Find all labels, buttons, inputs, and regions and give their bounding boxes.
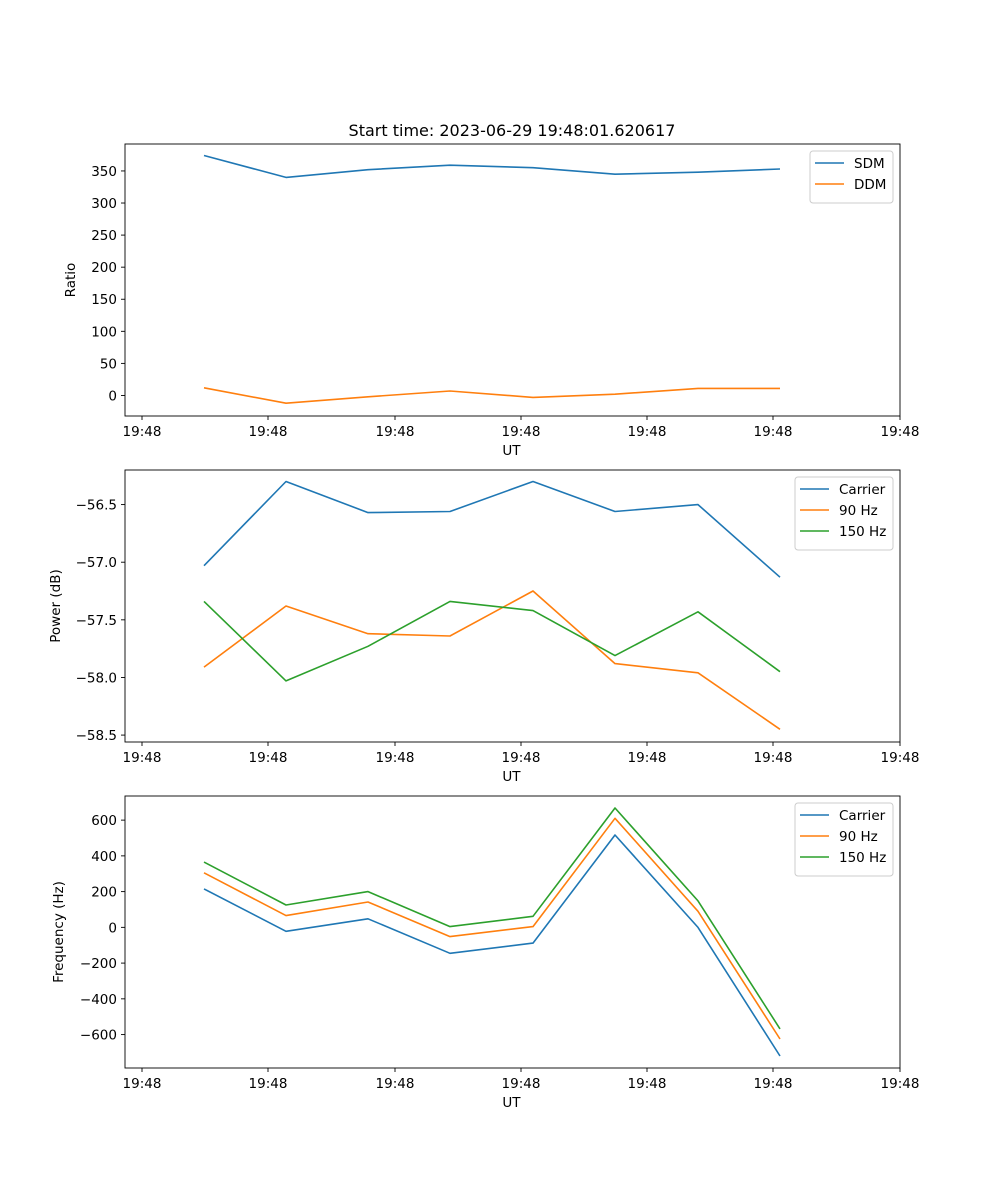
x-tick-label: 19:48: [881, 424, 920, 440]
x-tick-label: 19:48: [123, 750, 162, 766]
legend-box: [809, 150, 894, 204]
series-line-carrier: [203, 480, 781, 578]
y-tick-label: 300: [91, 196, 117, 212]
x-tick-label: 19:48: [628, 750, 667, 766]
x-axis-label: UT: [502, 1095, 521, 1111]
chart-panel-2: 19:48 19:48 19:48 19:48 19:48 19:48 19:48 UT −58…: [48, 469, 920, 785]
axes-frame: [124, 469, 901, 743]
x-tick-label: 19:48: [754, 424, 793, 440]
x-tick-label: 19:48: [754, 1076, 793, 1092]
x-axis-label: UT: [502, 769, 521, 785]
y-tick-label: −200: [80, 956, 117, 972]
figure-title: Start time: 2023-06-29 19:48:01.620617: [349, 121, 676, 140]
legend-label: 90 Hz: [839, 503, 878, 519]
y-tick-label: 100: [91, 324, 117, 340]
series-line-90-hz: [203, 817, 781, 1040]
y-tick-label: 200: [91, 885, 117, 901]
x-tick-label: 19:48: [881, 1076, 920, 1092]
x-tick-label: 19:48: [249, 750, 288, 766]
x-tick-label: 19:48: [502, 1076, 541, 1092]
chart-panel-3: 19:48 19:48 19:48 19:48 19:48 19:48 19:48 UT −60…: [51, 795, 920, 1111]
y-tick-label: −56.5: [76, 498, 117, 514]
x-tick-label: 19:48: [502, 750, 541, 766]
x-tick-label: 19:48: [249, 1076, 288, 1092]
chart-panel-1: 19:48 19:48 19:48 19:48 19:48 19:48 19:48 UT 0 50…: [63, 143, 920, 459]
legend-label: SDM: [854, 156, 885, 172]
y-tick-label: 0: [108, 388, 117, 404]
x-axis-label: UT: [502, 443, 521, 459]
y-axis-label: Ratio: [63, 263, 79, 298]
x-tick-label: 19:48: [123, 1076, 162, 1092]
legend-label: 150 Hz: [839, 524, 886, 540]
y-tick-label: −57.0: [76, 555, 117, 571]
x-tick-label: 19:48: [123, 424, 162, 440]
axes-frame: [124, 143, 901, 417]
x-tick-label: 19:48: [376, 1076, 415, 1092]
y-tick-label: 150: [91, 292, 117, 308]
series-line-90-hz: [203, 590, 781, 730]
x-tick-label: 19:48: [628, 424, 667, 440]
axes-frame: [124, 795, 901, 1069]
x-tick-label: 19:48: [628, 1076, 667, 1092]
legend-label: 90 Hz: [839, 829, 878, 845]
x-tick-label: 19:48: [881, 750, 920, 766]
y-tick-label: 0: [108, 920, 117, 936]
y-tick-label: −400: [80, 992, 117, 1008]
series-line-sdm: [203, 154, 781, 179]
x-tick-label: 19:48: [376, 750, 415, 766]
y-tick-label: −600: [80, 1028, 117, 1044]
series-line-150-hz: [203, 600, 781, 682]
series-line-carrier: [203, 834, 781, 1057]
y-tick-label: −57.5: [76, 613, 117, 629]
series-line-150-hz: [203, 807, 781, 1030]
legend: Carrier 90 Hz 150 Hz: [794, 802, 894, 877]
x-tick-label: 19:48: [502, 424, 541, 440]
x-tick-label: 19:48: [249, 424, 288, 440]
y-tick-label: 350: [91, 164, 117, 180]
y-tick-label: 50: [100, 356, 117, 372]
y-tick-label: 250: [91, 228, 117, 244]
y-tick-label: −58.0: [76, 670, 117, 686]
legend-label: Carrier: [839, 482, 886, 498]
y-tick-label: 600: [91, 813, 117, 829]
legend: Carrier 90 Hz 150 Hz: [794, 476, 894, 551]
y-axis-label: Power (dB): [48, 569, 64, 642]
y-tick-label: 200: [91, 260, 117, 276]
y-tick-label: 400: [91, 849, 117, 865]
y-axis-label: Frequency (Hz): [51, 881, 67, 983]
y-tick-label: −58.5: [76, 728, 117, 744]
series-line-ddm: [203, 387, 780, 405]
legend-label: 150 Hz: [839, 850, 886, 866]
x-tick-label: 19:48: [376, 424, 415, 440]
legend-label: Carrier: [839, 808, 886, 824]
legend: SDM DDM: [809, 150, 894, 204]
x-tick-label: 19:48: [754, 750, 793, 766]
legend-label: DDM: [854, 177, 886, 193]
